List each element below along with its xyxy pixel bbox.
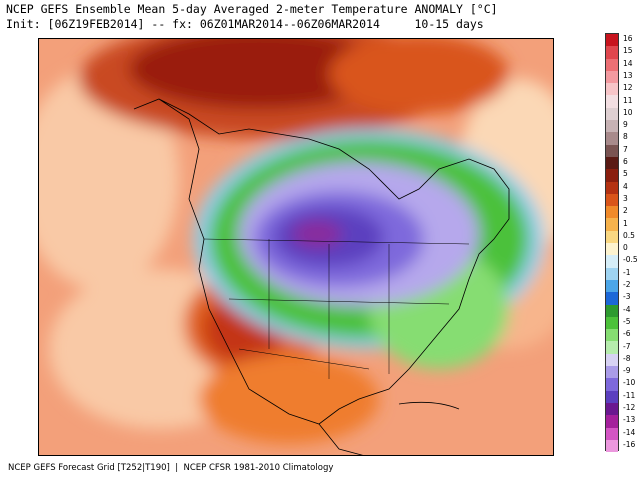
- colorbar-label: -0.5: [623, 255, 638, 265]
- colorbar-label: -1: [623, 267, 631, 277]
- colorbar-cell: [606, 267, 618, 280]
- colorbar-label: 12: [623, 83, 633, 93]
- colorbar-cell: [606, 390, 618, 403]
- colorbar-cell: [606, 304, 618, 317]
- colorbar-label: -13: [623, 415, 636, 425]
- colorbar-cell: [606, 439, 618, 453]
- colorbar-cell: [606, 70, 618, 84]
- colorbar-label: 9: [623, 120, 628, 130]
- colorbar-cell: [606, 206, 618, 219]
- colorbar-cell: [606, 169, 618, 182]
- colorbar-label: 14: [623, 58, 633, 68]
- colorbar-label: -2: [623, 280, 631, 289]
- footer-credits: NCEP GEFS Forecast Grid [T252|T190] | NC…: [8, 463, 334, 473]
- coastlines: [133, 98, 510, 455]
- colorbar-label: -3: [623, 292, 631, 302]
- colorbar-label: 3: [623, 193, 628, 203]
- colorbar-cell: [606, 415, 618, 428]
- colorbar-cell: [606, 329, 618, 342]
- colorbar-label: -4: [623, 304, 631, 314]
- colorbar-cell: [606, 366, 618, 379]
- colorbar-label: -11: [623, 390, 636, 400]
- colorbar-cell: [606, 193, 618, 207]
- colorbar-cell: [606, 58, 618, 71]
- colorbar-cell: [606, 230, 618, 244]
- colorbar-label: 4: [623, 181, 628, 191]
- colorbar-cell: [606, 120, 618, 133]
- colorbar: [605, 33, 619, 453]
- colorbar-label: 8: [623, 132, 628, 142]
- init-forecast-line: Init: [06Z19FEB2014] -- fx: 06Z01MAR2014…: [6, 17, 484, 31]
- colorbar-label: 16: [623, 34, 633, 43]
- colorbar-cell: [606, 144, 618, 157]
- colorbar-label: -16: [623, 439, 636, 449]
- colorbar-label: -14: [623, 427, 636, 437]
- chart-title: NCEP GEFS Ensemble Mean 5-day Averaged 2…: [6, 2, 498, 16]
- colorbar-label: 2: [623, 206, 628, 216]
- colorbar-cell: [606, 83, 618, 96]
- colorbar-cell: [606, 353, 618, 367]
- colorbar-label: 6: [623, 157, 628, 166]
- colorbar-cell: [606, 255, 618, 268]
- colorbar-cell: [606, 95, 618, 108]
- colorbar-cell: [606, 243, 618, 256]
- colorbar-cell: [606, 316, 618, 330]
- colorbar-cell: [606, 427, 618, 440]
- colorbar-label: -12: [623, 403, 636, 412]
- colorbar-cell: [606, 34, 618, 47]
- colorbar-label: -9: [623, 366, 631, 376]
- colorbar-label: 0: [623, 243, 628, 253]
- colorbar-cell: [606, 46, 618, 59]
- anomaly-field: [39, 39, 553, 444]
- colorbar-cell: [606, 279, 618, 293]
- colorbar-label: -10: [623, 378, 636, 388]
- colorbar-cell: [606, 181, 618, 194]
- colorbar-cell: [606, 132, 618, 145]
- colorbar-cell: [606, 378, 618, 391]
- colorbar-cell: [606, 292, 618, 305]
- colorbar-label: 5: [623, 169, 628, 179]
- colorbar-label: -7: [623, 341, 631, 351]
- colorbar-label: -8: [623, 353, 631, 363]
- colorbar-label: -6: [623, 329, 631, 339]
- colorbar-cell: [606, 402, 618, 416]
- colorbar-cell: [606, 107, 618, 121]
- colorbar-cell: [606, 218, 618, 231]
- colorbar-label: 10: [623, 107, 633, 117]
- colorbar-label: 7: [623, 144, 628, 154]
- anomaly-map-svg: [39, 39, 553, 455]
- colorbar-label: 1: [623, 218, 628, 228]
- colorbar-label: 0.5: [623, 230, 635, 240]
- colorbar-cell: [606, 156, 618, 170]
- anomaly-map: [38, 38, 554, 456]
- colorbar-cell: [606, 341, 618, 354]
- colorbar-label: -5: [623, 316, 631, 326]
- colorbar-label: 11: [623, 95, 633, 105]
- colorbar-label: 13: [623, 70, 633, 80]
- political-boundaries: [203, 238, 470, 379]
- colorbar-label: 15: [623, 46, 633, 56]
